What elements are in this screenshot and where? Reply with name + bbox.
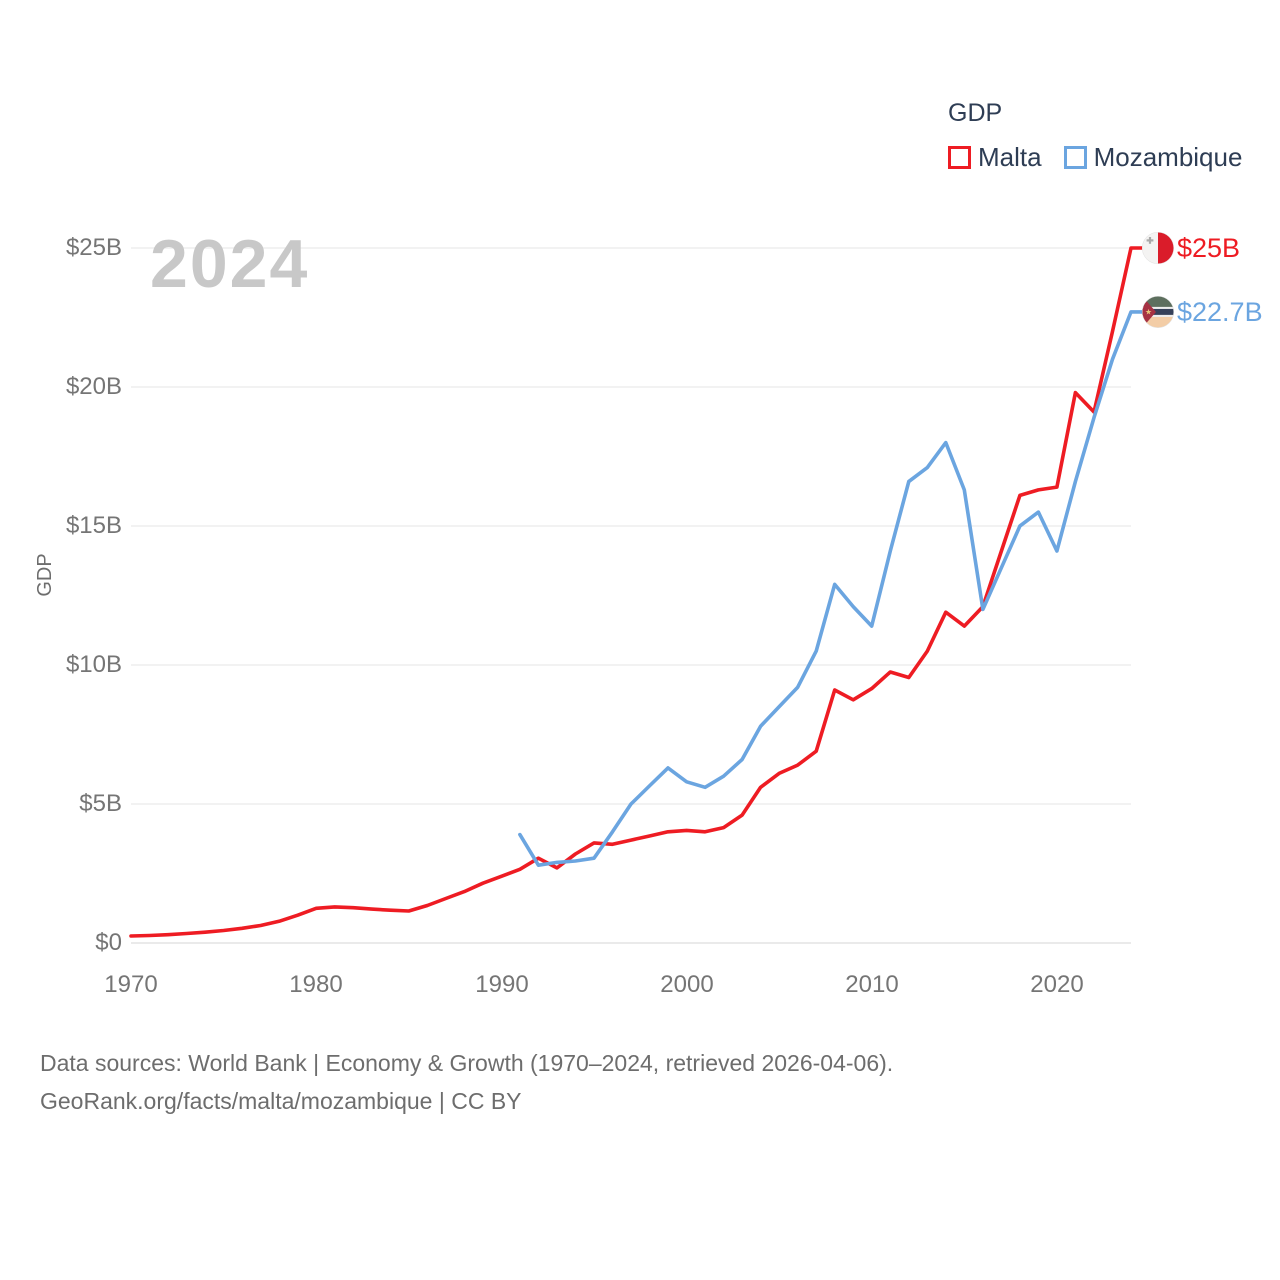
mozambique-end-value: $22.7B xyxy=(1177,296,1263,327)
y-tick-label: $20B xyxy=(65,373,122,400)
legend-row: Malta Mozambique xyxy=(948,142,1242,172)
legend: GDP Malta Mozambique xyxy=(948,98,1242,172)
mozambique-swatch-icon xyxy=(1063,145,1087,169)
x-tick-label: 1970 xyxy=(104,971,158,998)
legend-label-malta: Malta xyxy=(978,142,1042,172)
x-tick-label: 1990 xyxy=(475,971,529,998)
footer-attribution: GeoRank.org/facts/malta/mozambique | CC … xyxy=(40,1088,522,1114)
mozambique-line xyxy=(518,310,1144,868)
y-tick-label: $0 xyxy=(95,929,122,956)
x-tick-label: 2010 xyxy=(845,971,899,998)
legend-item-malta[interactable]: Malta xyxy=(948,142,1042,172)
series-lines xyxy=(129,246,1144,938)
legend-item-mozambique[interactable]: Mozambique xyxy=(1063,142,1243,172)
legend-label-mozambique: Mozambique xyxy=(1093,142,1243,172)
malta-swatch-icon xyxy=(948,145,971,169)
y-tick-label: $10B xyxy=(65,651,122,678)
y-tick-label: $25B xyxy=(65,234,122,261)
y-tick-label: $15B xyxy=(65,512,122,539)
y-axis-title: GDP xyxy=(34,553,56,597)
malta-flag-icon xyxy=(1142,232,1174,264)
mozambique-flag-icon xyxy=(1142,295,1174,328)
x-tick-label: 2000 xyxy=(660,971,714,998)
x-tick-label: 2020 xyxy=(1030,971,1084,998)
gridlines xyxy=(131,247,1131,944)
footer-sources: Data sources: World Bank | Economy & Gro… xyxy=(40,1050,894,1076)
legend-title: GDP xyxy=(948,99,1003,127)
malta-end-value: $25B xyxy=(1177,233,1241,263)
x-tick-label: 1980 xyxy=(289,971,343,998)
year-watermark: 2024 xyxy=(150,226,310,302)
y-tick-label: $5B xyxy=(79,790,122,817)
malta-line xyxy=(129,246,1144,938)
